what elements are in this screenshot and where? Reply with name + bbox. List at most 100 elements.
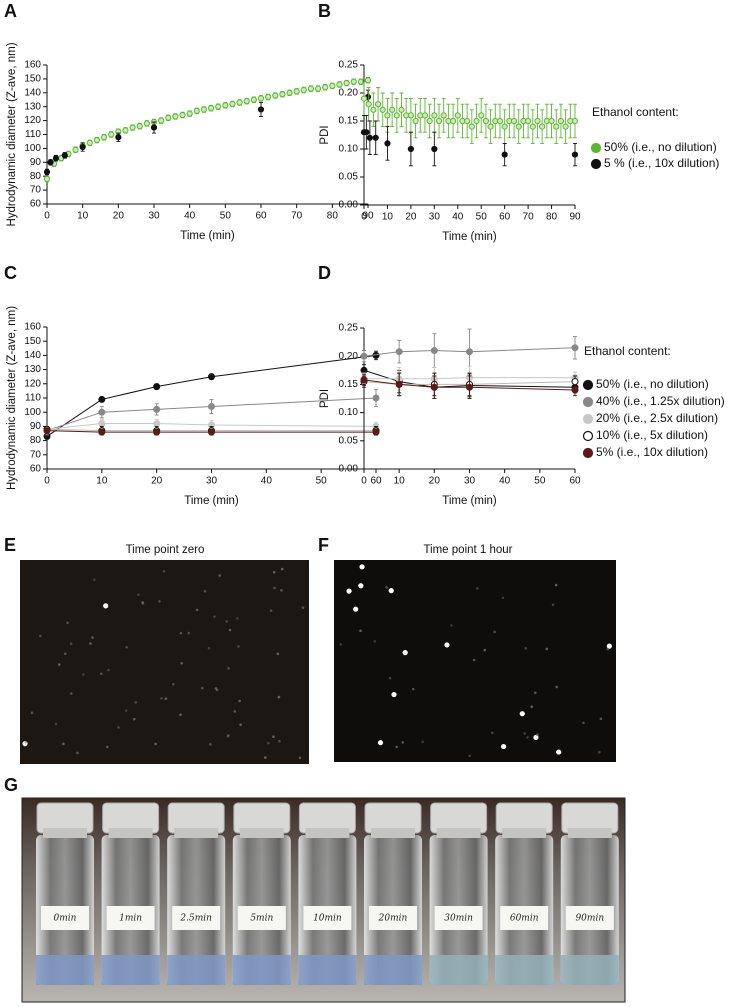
particle <box>606 643 612 649</box>
particle <box>524 647 528 650</box>
vial-neck <box>108 828 153 838</box>
y-tick-label: 100 <box>24 407 41 418</box>
x-tick-label: 0 <box>361 476 367 487</box>
data-point <box>389 106 396 113</box>
data-point <box>272 92 279 99</box>
y-tick-label: 0.15 <box>339 379 359 390</box>
data-point <box>329 82 336 89</box>
data-point <box>482 117 490 125</box>
particle <box>272 570 276 574</box>
particle <box>70 692 73 695</box>
particle <box>598 750 601 754</box>
data-point <box>384 140 391 147</box>
particle <box>195 608 199 612</box>
data-point <box>370 106 377 113</box>
vial-tag <box>434 906 483 930</box>
vial-tag <box>500 906 549 930</box>
particle <box>226 734 230 738</box>
x-tick-label: 40 <box>452 212 464 223</box>
data-point <box>395 380 403 388</box>
data-point <box>364 77 372 84</box>
legend-marker <box>582 413 594 425</box>
particle <box>533 734 539 741</box>
y-tick-label: 120 <box>24 115 41 126</box>
data-point <box>93 136 101 144</box>
particle <box>215 688 219 692</box>
panel-label: C <box>4 263 17 283</box>
particle <box>490 731 494 735</box>
y-tick-label: 160 <box>24 322 41 333</box>
particle <box>92 578 96 582</box>
particle <box>107 668 110 672</box>
particle <box>377 740 384 746</box>
data-point <box>286 89 293 96</box>
data-point <box>165 114 172 121</box>
particle <box>141 602 145 605</box>
legend-label: 50% (i.e., no dilution) <box>604 140 717 154</box>
data-point <box>52 155 60 162</box>
y-tick-label: 60 <box>30 199 42 210</box>
particle <box>125 645 128 649</box>
x-tick-label: 30 <box>464 476 476 487</box>
data-point <box>79 143 86 151</box>
particle <box>179 631 183 635</box>
data-point <box>431 112 438 119</box>
particle <box>554 583 558 587</box>
y-tick-label: 130 <box>24 364 41 375</box>
particle <box>526 736 529 739</box>
data-point <box>300 86 307 94</box>
particle <box>187 631 191 635</box>
data-point <box>466 383 473 391</box>
data-point <box>440 112 447 119</box>
particle <box>385 586 388 589</box>
x-tick-label: 60 <box>499 212 511 223</box>
x-tick-label: 90 <box>362 211 374 222</box>
x-tick-label: 0 <box>44 211 50 222</box>
data-point <box>430 347 438 355</box>
particle <box>519 711 525 717</box>
vial-label: 10min <box>313 914 342 924</box>
data-point <box>398 106 405 113</box>
vial-neck <box>305 828 350 838</box>
data-point <box>250 96 257 103</box>
vial-label: 0min <box>54 914 77 924</box>
vial-label: 20min <box>378 914 408 924</box>
data-point <box>257 106 265 113</box>
particle <box>500 743 507 750</box>
vial-neck <box>239 828 284 838</box>
y-tick-label: 0.25 <box>339 60 359 71</box>
particle <box>213 615 216 618</box>
y-axis-title: PDI <box>319 125 331 144</box>
particle <box>551 603 555 607</box>
vial-liquid <box>232 955 291 985</box>
data-point <box>393 112 400 119</box>
data-point <box>108 131 115 138</box>
y-tick-label: 140 <box>24 87 41 98</box>
vial-liquid <box>101 955 160 985</box>
data-point <box>454 112 461 119</box>
data-point <box>200 106 208 113</box>
data-point <box>435 117 443 125</box>
particle <box>444 642 450 648</box>
particle <box>273 586 276 590</box>
data-point <box>208 373 215 381</box>
x-tick-label: 90 <box>569 212 581 223</box>
particle <box>339 643 342 646</box>
x-tick-label: 40 <box>184 211 196 222</box>
data-point <box>360 366 368 374</box>
data-point <box>222 102 229 109</box>
particle <box>530 705 533 709</box>
x-tick-label: 60 <box>255 211 267 222</box>
y-tick-label: 0.00 <box>339 464 359 475</box>
data-point <box>360 95 368 102</box>
data-point <box>179 111 186 119</box>
particle <box>267 741 270 745</box>
data-point <box>539 123 546 130</box>
data-point <box>98 395 106 403</box>
data-point <box>343 79 350 87</box>
data-point <box>478 112 485 119</box>
particle <box>606 647 610 651</box>
data-point <box>379 106 386 113</box>
particle <box>105 745 109 749</box>
y-tick-label: 0.20 <box>339 88 359 99</box>
